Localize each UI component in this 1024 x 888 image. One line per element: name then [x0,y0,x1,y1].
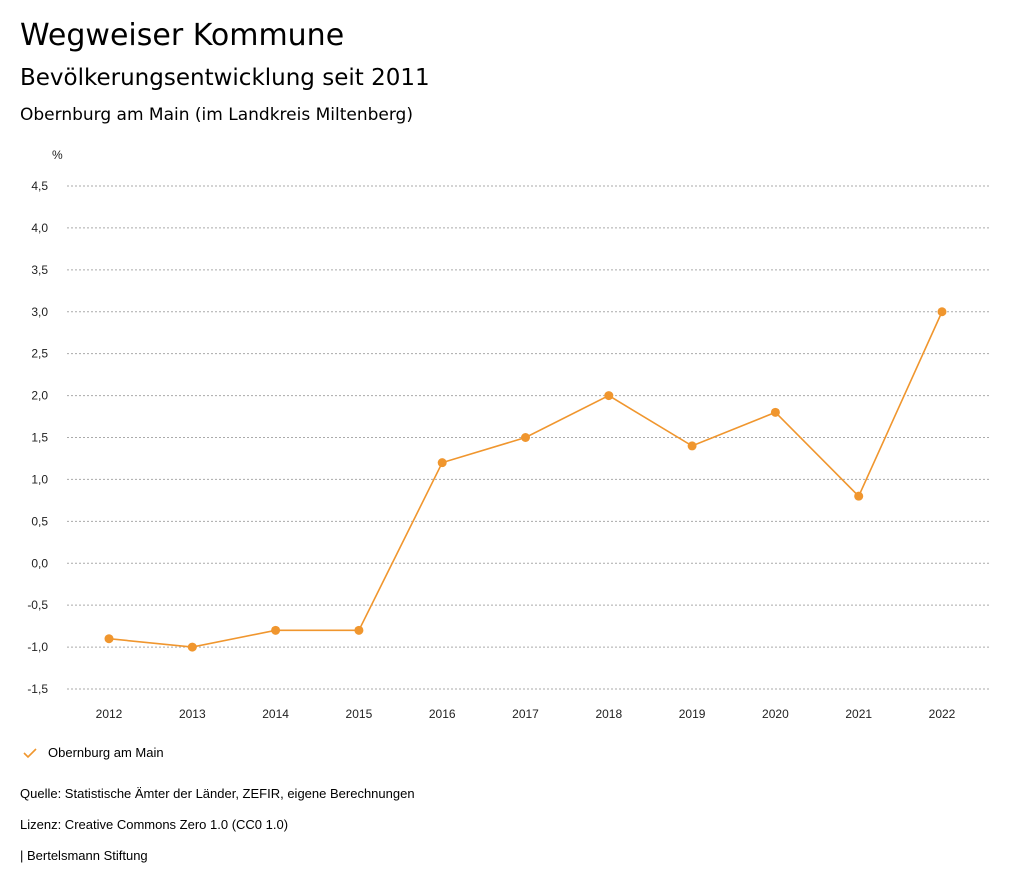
y-tick-label: 0,0 [31,556,48,570]
y-tick-label: -1,0 [27,640,48,654]
data-point [187,642,197,652]
x-tick-label: 2015 [346,707,373,721]
data-point [437,458,447,468]
x-tick-label: 2020 [762,707,789,721]
x-tick-label: 2021 [845,707,872,721]
y-tick-label: 2,0 [31,389,48,403]
check-icon [23,747,37,758]
x-tick-label: 2014 [262,707,289,721]
y-tick-label: -1,5 [27,682,48,696]
data-point [854,491,864,501]
y-tick-label: 3,5 [31,263,48,277]
brand-text: | Bertelsmann Stiftung [20,848,148,863]
chart-title: Bevölkerungsentwicklung seit 2011 [20,65,430,91]
y-tick-label: -0,5 [27,598,48,612]
data-point [354,625,364,635]
source-text: Quelle: Statistische Ämter der Länder, Z… [20,786,415,801]
data-point [937,307,947,317]
data-point [687,441,697,451]
x-tick-label: 2013 [179,707,206,721]
y-tick-label: 2,5 [31,347,48,361]
license-text: Lizenz: Creative Commons Zero 1.0 (CC0 1… [20,817,289,832]
y-tick-label: 0,5 [31,514,48,528]
x-tick-label: 2018 [595,707,622,721]
x-tick-label: 2022 [929,707,956,721]
y-tick-label: 4,5 [31,179,48,193]
app-title: Wegweiser Kommune [20,18,345,53]
data-point [104,634,114,644]
x-tick-label: 2016 [429,707,456,721]
y-axis-unit: % [52,148,63,162]
data-point [271,625,281,635]
x-tick-label: 2012 [96,707,123,721]
y-tick-label: 1,0 [31,472,48,486]
data-point [521,433,530,442]
x-tick-label: 2017 [512,707,539,721]
region-title: Obernburg am Main (im Landkreis Miltenbe… [20,105,413,125]
y-tick-label: 3,0 [31,305,48,319]
legend[interactable]: Obernburg am Main [22,745,164,760]
data-point [604,391,614,401]
series-line [108,311,943,648]
line-chart: % 4,5 4,0 3,5 3,0 2,5 2,0 1,5 1,0 0,5 0,0 -0,5 -1,0 -… [27,148,990,721]
y-tick-label: 4,0 [31,221,48,235]
legend-label: Obernburg am Main [48,745,164,760]
y-tick-label: 1,5 [31,431,48,445]
x-tick-label: 2019 [679,707,706,721]
data-point [770,407,780,417]
